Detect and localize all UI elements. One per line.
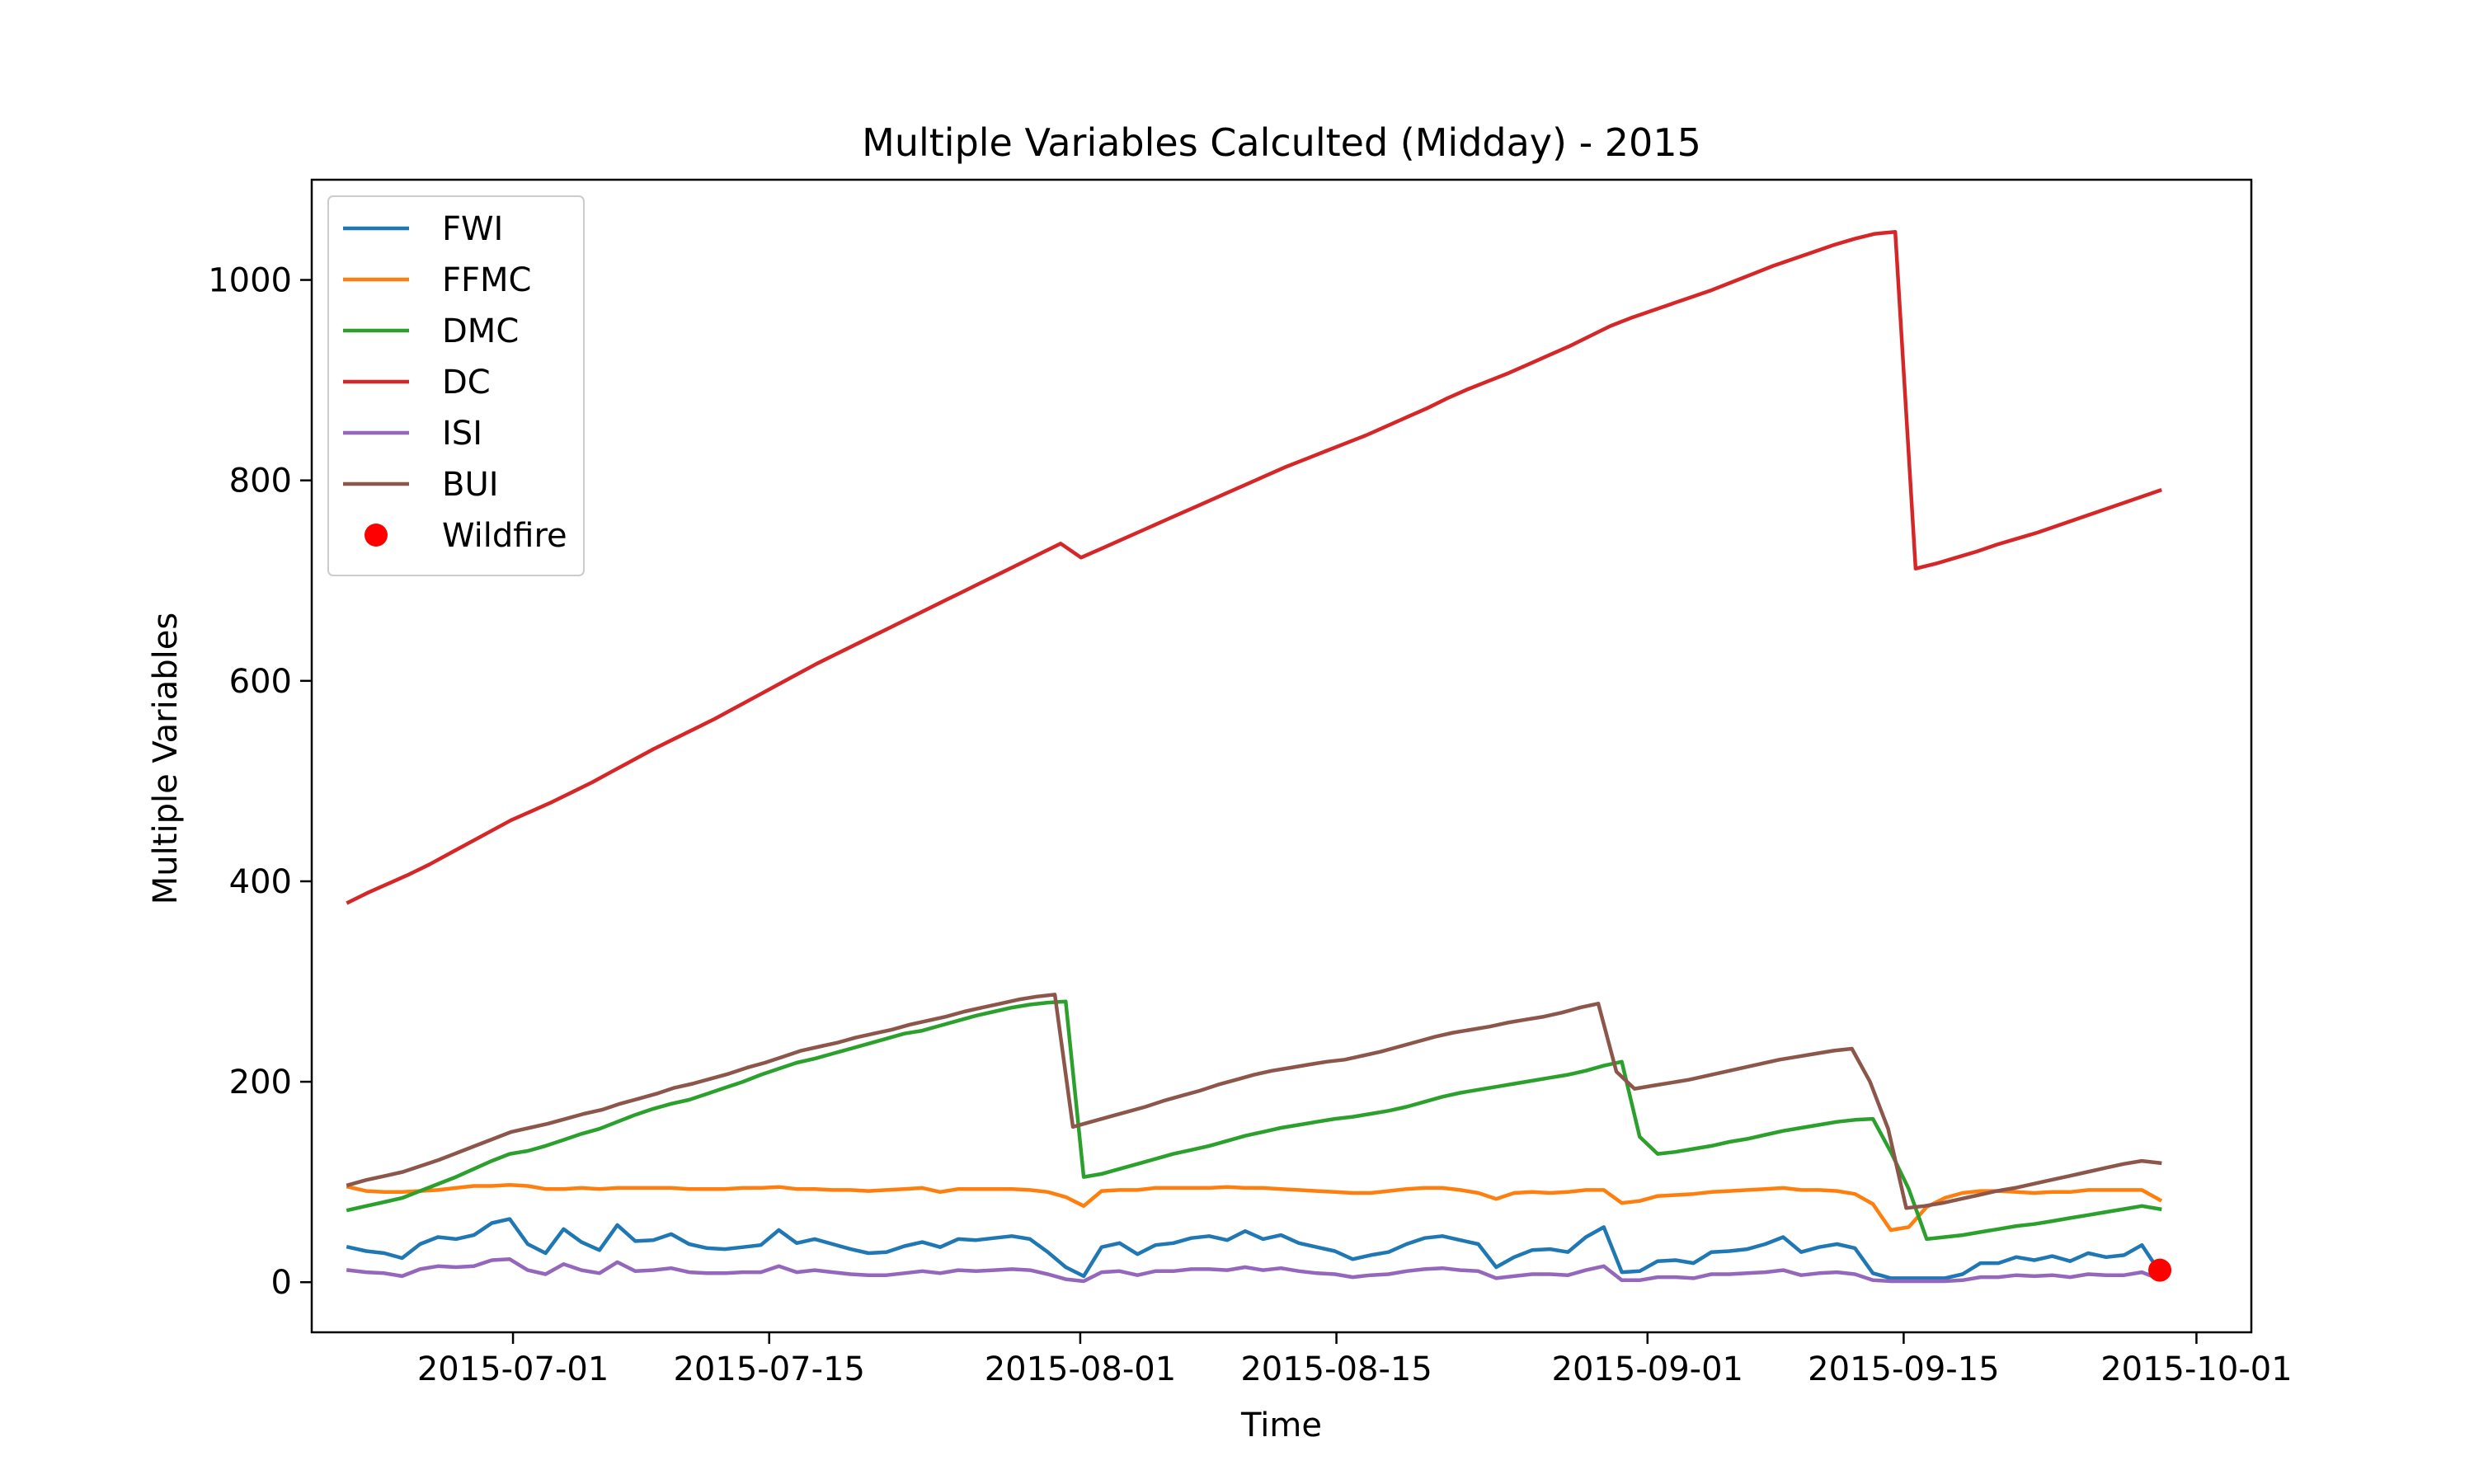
legend-label-wildfire: Wildfire — [442, 517, 567, 555]
x-tick-label: 2015-09-15 — [1808, 1350, 1999, 1388]
y-tick-label: 600 — [229, 663, 292, 701]
series-line-isi — [346, 1257, 2163, 1284]
x-tick-label: 2015-09-01 — [1552, 1350, 1743, 1388]
legend-label-bui: BUI — [442, 466, 499, 504]
axes: 2015-07-01 2015-07-15 2015-08-01 2015-08-15… — [208, 178, 2293, 1388]
plot-area — [346, 229, 2172, 1284]
legend-box — [327, 195, 585, 576]
x-tick-label: 2015-10-01 — [2100, 1350, 2292, 1388]
legend-swatch-wildfire — [365, 524, 388, 547]
y-tick-label: 800 — [229, 463, 292, 500]
series-line-fwi — [346, 1217, 2163, 1280]
x-tick-label: 2015-07-15 — [673, 1350, 864, 1388]
y-axis-label: Multiple Variables — [147, 613, 185, 904]
series-line-bui — [346, 993, 2162, 1210]
y-tick-label: 400 — [229, 863, 292, 901]
y-tick-label: 0 — [271, 1264, 292, 1302]
chart-title: Multiple Variables Calculted (Midday) - … — [862, 120, 1701, 165]
x-tick-label: 2015-08-15 — [1240, 1350, 1432, 1388]
x-axis-label: Time — [1240, 1407, 1322, 1444]
series-line-ffmc — [346, 1183, 2163, 1233]
legend-label-isi: ISI — [442, 415, 482, 453]
y-tick-label: 200 — [229, 1064, 292, 1101]
series-line-dmc — [346, 999, 2162, 1242]
x-tick-label: 2015-08-01 — [985, 1350, 1176, 1388]
legend-label-dmc: DMC — [442, 312, 519, 350]
series-line-dc — [346, 229, 2162, 905]
x-tick-label: 2015-07-01 — [417, 1350, 609, 1388]
legend-label-dc: DC — [442, 364, 491, 402]
legend-label-fwi: FWI — [442, 210, 503, 248]
legend: FWI FFMC DMC DC ISI BUI Wildfire — [327, 195, 585, 576]
wildfire-marker — [2148, 1258, 2172, 1282]
legend-label-ffmc: FFMC — [442, 261, 531, 299]
axes-frame — [310, 178, 2253, 1334]
y-tick-label: 1000 — [208, 262, 292, 300]
